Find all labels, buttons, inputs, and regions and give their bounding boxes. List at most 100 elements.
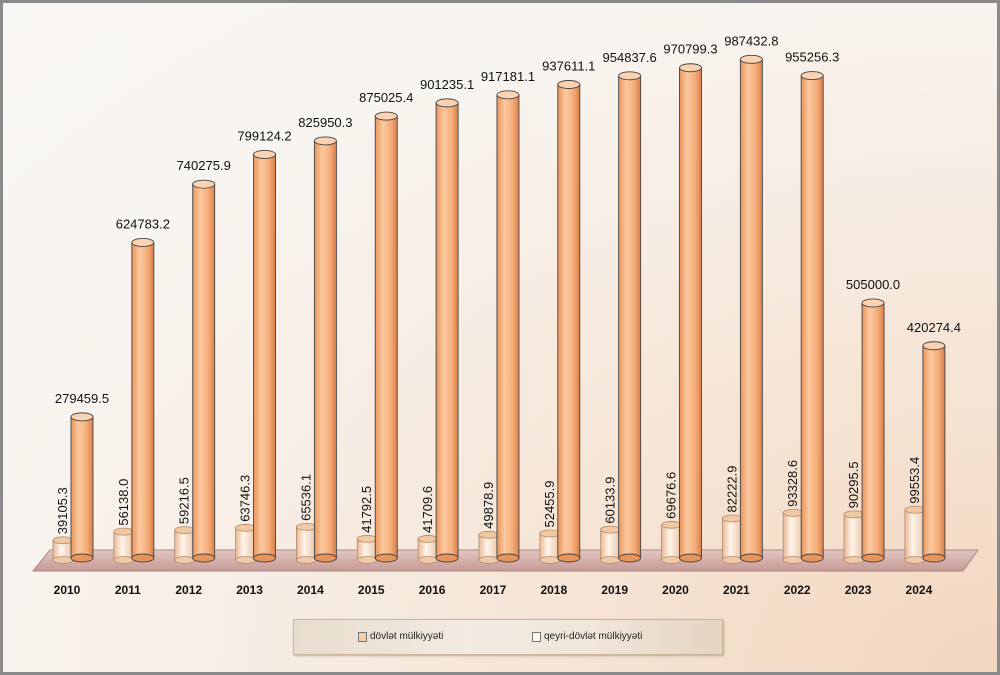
bar-qeyri-body-2019 <box>618 75 642 559</box>
bar-qeyri-top-2023 <box>861 298 885 308</box>
bar-qeyri-top-2014 <box>313 136 337 146</box>
legend-swatch-qeyri <box>532 631 541 642</box>
bar-qeyri-base-2012 <box>192 553 216 563</box>
x-tick-2020: 2020 <box>662 583 689 597</box>
bar-qeyri-2024 <box>922 341 946 563</box>
bar-dovlet-2024 <box>904 505 926 564</box>
bar-qeyri-top-2020 <box>679 63 702 73</box>
bar-dovlet-base-2022 <box>782 556 804 564</box>
bar-dovlet-top-2021 <box>721 514 743 523</box>
x-tick-2022: 2022 <box>784 583 811 597</box>
data-label-dovlet-2019: 60133.9 <box>603 477 618 524</box>
bar-qeyri-body-2016 <box>435 102 459 559</box>
bar-qeyri-body-2017 <box>496 94 520 559</box>
bar-dovlet-2022 <box>782 508 804 564</box>
data-label-dovlet-2014: 65536.1 <box>298 474 313 521</box>
bar-qeyri-2011 <box>131 238 155 563</box>
bar-dovlet-base-2019 <box>600 556 622 564</box>
bar-qeyri-2013 <box>253 149 277 563</box>
bar-dovlet-top-2013 <box>235 523 256 532</box>
bar-dovlet-2011 <box>113 527 135 564</box>
bar-dovlet-base-2017 <box>478 556 500 564</box>
bar-dovlet-top-2020 <box>661 520 682 529</box>
bar-qeyri-2010 <box>70 412 94 563</box>
data-label-dovlet-2010: 39105.3 <box>55 487 70 534</box>
bar-dovlet-base-2013 <box>235 556 256 564</box>
bar-qeyri-body-2018 <box>557 84 581 559</box>
bar-dovlet-base-2024 <box>904 556 926 564</box>
bar-dovlet-body-2019 <box>600 529 622 561</box>
bar-qeyri-base-2023 <box>861 553 885 563</box>
bar-dovlet-base-2014 <box>295 556 317 564</box>
bar-dovlet-top-2012 <box>174 526 196 534</box>
bar-dovlet-2021 <box>721 514 743 564</box>
x-tick-2023: 2023 <box>845 583 872 597</box>
bar-dovlet-body-2014 <box>295 526 317 561</box>
bar-qeyri-base-2024 <box>922 553 946 563</box>
bar-qeyri-body-2020 <box>679 67 702 559</box>
data-label-qeyri-2011: 624783.2 <box>116 216 170 231</box>
x-tick-2014: 2014 <box>297 583 324 597</box>
bar-qeyri-2023 <box>861 298 885 563</box>
bar-dovlet-top-2017 <box>478 530 500 539</box>
bar-qeyri-base-2013 <box>253 553 276 563</box>
bar-qeyri-top-2010 <box>70 412 94 422</box>
bar-qeyri-top-2015 <box>374 111 398 121</box>
bar-dovlet-2013 <box>235 523 256 564</box>
bar-qeyri-base-2010 <box>70 553 94 563</box>
bar-qeyri-top-2022 <box>800 71 824 81</box>
x-tick-2015: 2015 <box>358 583 385 597</box>
bar-dovlet-top-2011 <box>113 527 135 536</box>
bar-dovlet-2012 <box>174 526 196 564</box>
x-tick-2018: 2018 <box>540 583 567 597</box>
x-tick-2021: 2021 <box>723 583 750 597</box>
bar-qeyri-base-2017 <box>496 553 520 563</box>
x-tick-2017: 2017 <box>480 583 507 597</box>
x-tick-2010: 2010 <box>54 583 81 597</box>
data-label-qeyri-2021: 987432.8 <box>724 33 778 48</box>
bar-dovlet-base-2021 <box>721 556 743 564</box>
bar-qeyri-2017 <box>496 90 520 563</box>
legend-label-dovlet: dövlət mülkiyyəti <box>370 631 444 642</box>
bar-qeyri-2015 <box>374 111 398 563</box>
bar-qeyri-2018 <box>557 80 581 563</box>
bar-qeyri-body-2014 <box>313 140 337 559</box>
bar-dovlet-2014 <box>295 523 317 564</box>
data-label-dovlet-2015: 41792.5 <box>359 486 374 533</box>
data-label-dovlet-2012: 59216.5 <box>177 477 192 524</box>
bar-dovlet-top-2018 <box>539 529 561 538</box>
bar-qeyri-base-2011 <box>131 553 155 563</box>
x-tick-2011: 2011 <box>115 583 141 597</box>
bar-qeyri-2012 <box>192 179 216 563</box>
legend-label-qeyri: qeyri-dövlət mülkiyyəti <box>544 631 643 642</box>
data-label-qeyri-2010: 279459.5 <box>55 391 109 406</box>
bar-qeyri-body-2021 <box>739 58 763 559</box>
bar-dovlet-top-2024 <box>904 505 926 514</box>
bar-qeyri-top-2012 <box>192 179 216 189</box>
data-label-dovlet-2021: 82222.9 <box>724 465 739 512</box>
bar-qeyri-top-2024 <box>922 341 946 351</box>
data-label-qeyri-2018: 937611.1 <box>542 59 595 74</box>
bar-dovlet-top-2016 <box>417 535 439 543</box>
bar-dovlet-body-2012 <box>174 529 196 561</box>
data-label-qeyri-2024: 420274.4 <box>907 320 961 335</box>
bar-dovlet-base-2023 <box>843 556 865 564</box>
bar-qeyri-2016 <box>435 98 459 563</box>
legend: dövlət mülkiyyəti qeyri-dövlət mülkiyyət… <box>293 619 723 655</box>
bar-qeyri-top-2021 <box>739 54 763 64</box>
bar-dovlet-2018 <box>539 529 561 564</box>
bar-dovlet-base-2020 <box>661 556 682 564</box>
bar-dovlet-top-2019 <box>600 525 622 534</box>
data-label-dovlet-2024: 99553.4 <box>907 457 922 504</box>
bar-dovlet-2010 <box>52 536 74 564</box>
bar-dovlet-body-2020 <box>661 524 682 561</box>
data-label-qeyri-2020: 970799.3 <box>663 42 717 57</box>
bar-dovlet-2023 <box>843 510 865 564</box>
data-label-qeyri-2014: 825950.3 <box>298 115 352 130</box>
bar-qeyri-base-2014 <box>313 553 337 563</box>
data-label-dovlet-2013: 63746.3 <box>238 475 253 522</box>
bar-qeyri-top-2018 <box>557 80 581 89</box>
bar-qeyri-body-2013 <box>253 153 277 559</box>
bar-qeyri-base-2020 <box>679 553 702 563</box>
